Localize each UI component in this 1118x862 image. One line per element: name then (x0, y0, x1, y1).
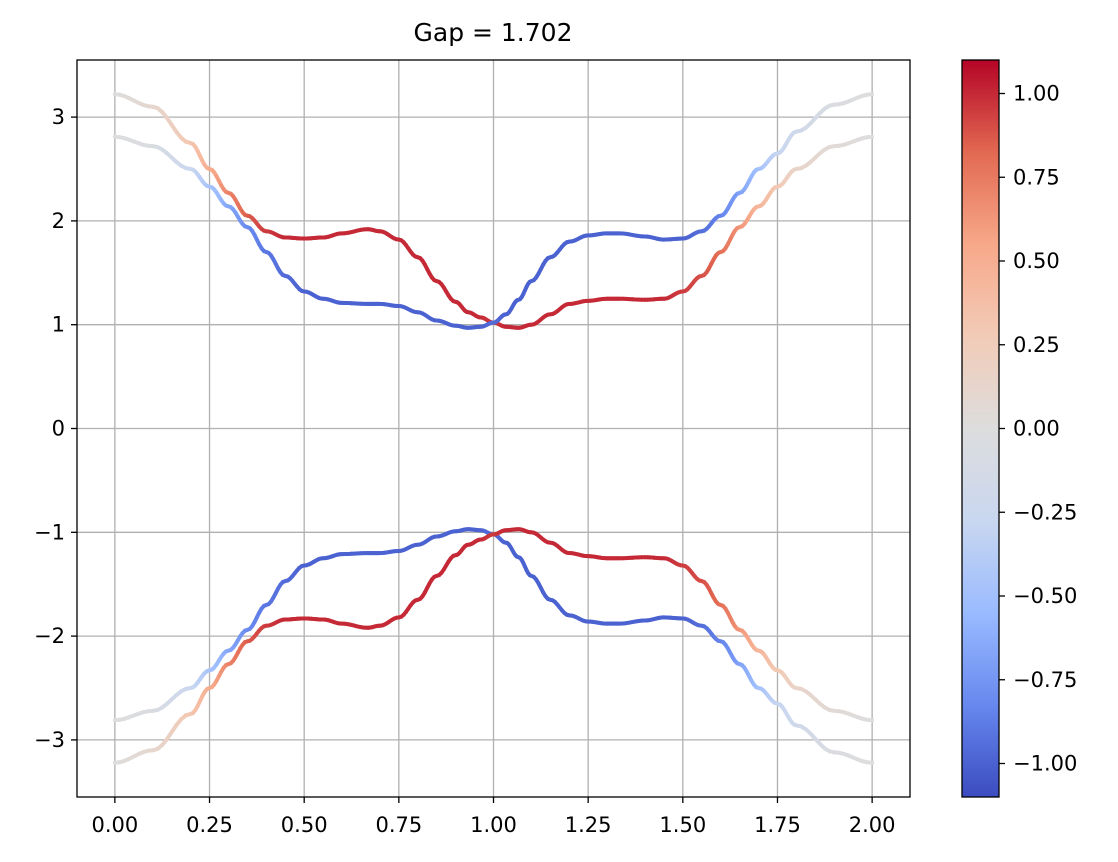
colorbar-tick-label-8: −1.00 (1013, 752, 1077, 776)
x-tick-label-7: 1.75 (754, 813, 801, 837)
colorbar-tick-label-2: 0.50 (1013, 249, 1060, 273)
x-tick-label-5: 1.25 (565, 813, 612, 837)
grid-lines (77, 60, 910, 797)
y-tick-label-5: −2 (34, 624, 65, 648)
y-tick-label-6: −3 (34, 728, 65, 752)
colorbar-tick-label-6: −0.50 (1013, 584, 1077, 608)
chart-title: Gap = 1.702 (414, 18, 573, 47)
colorbar-tick-label-5: −0.25 (1013, 500, 1077, 524)
colorbar-tick-label-0: 1.00 (1013, 82, 1060, 106)
colorbar-gradient (961, 59, 1000, 798)
x-tick-label-6: 1.50 (659, 813, 706, 837)
colorbar: 1.00 0.75 0.50 0.25 0.00 −0.25 −0.50 −0.75 −1.00 (961, 59, 1077, 798)
colorbar-tick-label-1: 0.75 (1013, 165, 1060, 189)
x-tick-label-1: 0.25 (186, 813, 233, 837)
colorbar-tick-label-4: 0.00 (1013, 417, 1060, 441)
band-series-3 (112, 527, 875, 765)
band-curves (112, 92, 875, 765)
x-tick-label-2: 0.50 (281, 813, 328, 837)
x-tick-label-8: 2.00 (849, 813, 896, 837)
y-tick-label-0: 3 (52, 105, 65, 129)
axis-ticks: 0.00 0.25 0.50 0.75 1.00 1.25 1.50 1.75 2.00 3 2 1 0… (34, 105, 895, 837)
y-tick-label-2: 1 (52, 313, 65, 337)
band-series-0 (112, 92, 875, 330)
band-series-1 (112, 92, 875, 330)
colorbar-tick-label-3: 0.25 (1013, 333, 1060, 357)
x-tick-label-0: 0.00 (91, 813, 138, 837)
y-tick-label-3: 0 (52, 417, 65, 441)
y-tick-label-4: −1 (34, 520, 65, 544)
x-tick-label-4: 1.00 (470, 813, 517, 837)
colorbar-tick-label-7: −0.75 (1013, 668, 1077, 692)
y-tick-label-1: 2 (52, 209, 65, 233)
band-series-2 (112, 527, 875, 765)
colorbar-ticks: 1.00 0.75 0.50 0.25 0.00 −0.25 −0.50 −0.75 −1.00 (999, 82, 1077, 776)
x-tick-label-3: 0.75 (375, 813, 422, 837)
